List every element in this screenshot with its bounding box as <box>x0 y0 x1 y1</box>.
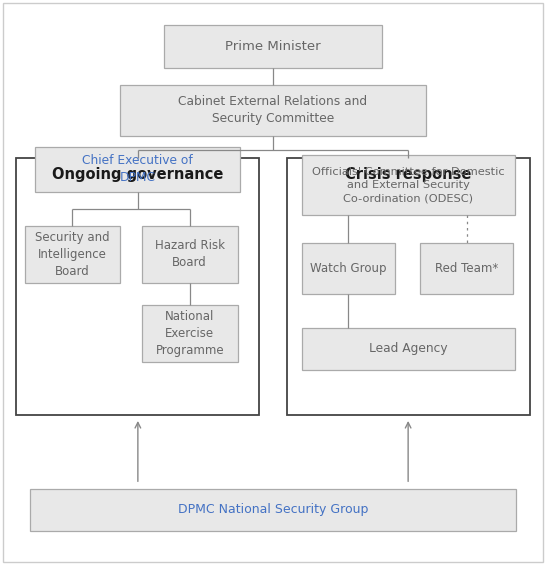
Text: Prime Minister: Prime Minister <box>225 40 321 53</box>
Text: Chief Executive of
DPMC: Chief Executive of DPMC <box>82 154 193 185</box>
FancyBboxPatch shape <box>302 155 515 215</box>
Text: Security and
Intelligence
Board: Security and Intelligence Board <box>35 231 110 278</box>
Text: Ongoing governance: Ongoing governance <box>52 167 223 181</box>
Text: Cabinet External Relations and
Security Committee: Cabinet External Relations and Security … <box>179 95 367 125</box>
FancyBboxPatch shape <box>120 85 426 136</box>
Text: Crisis response: Crisis response <box>345 167 471 181</box>
FancyBboxPatch shape <box>35 147 240 192</box>
FancyBboxPatch shape <box>142 305 238 362</box>
Text: Lead Agency: Lead Agency <box>369 342 448 355</box>
Text: Watch Group: Watch Group <box>310 262 387 275</box>
Text: National
Exercise
Programme: National Exercise Programme <box>156 310 224 357</box>
FancyBboxPatch shape <box>164 25 382 68</box>
FancyBboxPatch shape <box>142 226 238 282</box>
Text: Hazard Risk
Board: Hazard Risk Board <box>155 239 225 270</box>
FancyBboxPatch shape <box>25 226 120 282</box>
Text: DPMC National Security Group: DPMC National Security Group <box>178 503 368 516</box>
Text: Officials' Committee for Domestic
and External Security
Co-ordination (ODESC): Officials' Committee for Domestic and Ex… <box>312 167 505 203</box>
FancyBboxPatch shape <box>420 243 513 294</box>
FancyBboxPatch shape <box>302 243 395 294</box>
FancyBboxPatch shape <box>30 489 516 531</box>
FancyBboxPatch shape <box>302 328 515 370</box>
Text: Red Team*: Red Team* <box>435 262 498 275</box>
